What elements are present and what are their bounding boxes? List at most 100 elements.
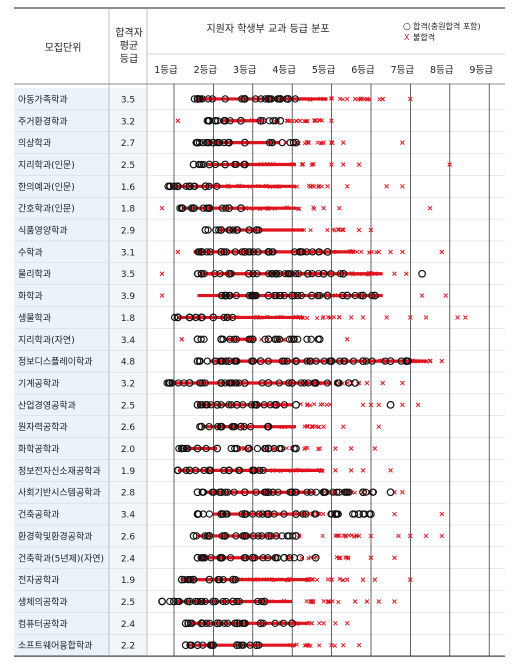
pass-mark bbox=[278, 357, 286, 365]
fail-mark bbox=[343, 534, 348, 539]
pass-mark bbox=[343, 291, 352, 300]
pass-mark bbox=[247, 401, 256, 409]
pass-mark bbox=[240, 160, 249, 169]
fail-mark bbox=[341, 533, 346, 538]
pass-mark bbox=[215, 575, 224, 584]
pass-mark bbox=[236, 204, 245, 213]
fail-mark bbox=[356, 533, 362, 539]
pass-mark bbox=[226, 226, 234, 234]
pass-mark bbox=[193, 488, 202, 497]
pass-mark bbox=[192, 532, 201, 540]
fail-mark bbox=[447, 162, 453, 167]
pass-mark bbox=[315, 335, 324, 344]
pass-mark bbox=[265, 117, 273, 125]
avg-cell-background bbox=[109, 219, 147, 241]
pass-mark bbox=[351, 379, 360, 387]
pass-mark bbox=[213, 619, 222, 628]
pass-mark bbox=[240, 488, 249, 497]
pass-mark bbox=[264, 532, 273, 540]
dept-cell-background bbox=[14, 634, 109, 657]
pass-mark bbox=[355, 510, 363, 518]
pass-mark bbox=[206, 619, 214, 627]
fail-mark bbox=[400, 183, 405, 189]
pass-mark bbox=[209, 597, 218, 606]
fail-mark bbox=[331, 227, 336, 232]
pass-mark bbox=[307, 357, 315, 365]
pass-mark bbox=[217, 510, 226, 518]
fail-mark bbox=[340, 642, 346, 648]
fail-mark bbox=[360, 96, 365, 101]
dept-cell-background bbox=[14, 372, 109, 394]
pass-mark bbox=[205, 160, 214, 169]
pass-mark bbox=[202, 619, 211, 627]
fail-mark bbox=[368, 402, 374, 408]
avg-grade-value: 2.5 bbox=[121, 401, 135, 411]
dept-cell-background bbox=[14, 306, 109, 329]
pass-mark bbox=[238, 248, 246, 256]
dept-label: 생체의공학과 bbox=[18, 597, 68, 608]
x-tick-label: 2등급 bbox=[194, 65, 218, 76]
pass-mark bbox=[303, 357, 311, 365]
fail-mark bbox=[326, 598, 331, 604]
fail-mark bbox=[244, 206, 249, 211]
avg-grade-value: 2.6 bbox=[121, 423, 136, 433]
pass-mark bbox=[288, 379, 296, 387]
fail-mark bbox=[159, 293, 165, 298]
fail-mark bbox=[318, 402, 323, 407]
avg-grade-value: 3.4 bbox=[121, 336, 136, 346]
pass-mark bbox=[232, 335, 241, 343]
dept-label: 전자공학과 bbox=[18, 575, 59, 586]
fail-mark bbox=[175, 249, 181, 255]
fail-mark bbox=[285, 577, 291, 583]
pass-mark bbox=[312, 510, 320, 518]
pass-mark bbox=[199, 641, 207, 649]
avg-grade-value: 2.0 bbox=[121, 445, 136, 455]
pass-mark bbox=[197, 247, 206, 256]
pass-mark bbox=[319, 269, 328, 278]
pass-mark bbox=[284, 95, 293, 103]
fail-mark bbox=[319, 184, 324, 189]
pass-mark bbox=[197, 619, 206, 628]
fail-mark bbox=[279, 314, 284, 320]
pass-mark bbox=[182, 182, 190, 190]
pass-mark bbox=[231, 444, 239, 453]
fail-mark bbox=[372, 446, 378, 451]
pass-mark bbox=[230, 335, 238, 343]
avg-grade-value: 3.5 bbox=[121, 270, 135, 280]
fail-mark bbox=[238, 577, 243, 582]
fail-mark bbox=[318, 96, 323, 101]
pass-mark bbox=[311, 553, 320, 562]
pass-mark bbox=[205, 204, 214, 213]
avg-grade-value: 2.8 bbox=[121, 489, 136, 499]
fail-mark bbox=[226, 183, 231, 188]
dept-label: 컴퓨터공학과 bbox=[18, 618, 68, 630]
pass-mark bbox=[302, 510, 310, 518]
chart-row: 화학과 3.9 bbox=[18, 291, 449, 302]
pass-mark bbox=[204, 226, 212, 234]
legend-pass-label: 합격(충원합격 포함) bbox=[413, 21, 481, 31]
data-rows: 아동가족학과 3.5 주거환경학과 3.2 의상학과 2.7 지리학과(인문) 2.5 한의예과… bbox=[18, 94, 468, 652]
pass-mark bbox=[231, 160, 239, 169]
fail-mark bbox=[333, 468, 338, 473]
pass-mark bbox=[303, 488, 311, 496]
pass-mark bbox=[369, 488, 377, 496]
pass-mark bbox=[193, 553, 202, 562]
pass-mark bbox=[235, 466, 244, 475]
pass-mark bbox=[276, 444, 284, 453]
avg-cell-background bbox=[109, 306, 147, 329]
pass-mark bbox=[245, 335, 253, 343]
pass-mark bbox=[256, 619, 265, 628]
fail-mark bbox=[349, 533, 354, 538]
pass-mark bbox=[240, 138, 249, 147]
pass-mark bbox=[181, 641, 190, 650]
avg-grade-value: 1.9 bbox=[121, 576, 136, 586]
dept-cell-background bbox=[14, 262, 109, 285]
pass-mark bbox=[303, 269, 312, 278]
pass-mark bbox=[336, 357, 344, 365]
fail-mark bbox=[333, 292, 338, 298]
fail-mark bbox=[301, 96, 306, 102]
pass-mark bbox=[202, 444, 210, 453]
pass-mark bbox=[225, 401, 233, 409]
fail-mark bbox=[368, 555, 374, 561]
pass-mark bbox=[216, 270, 224, 278]
